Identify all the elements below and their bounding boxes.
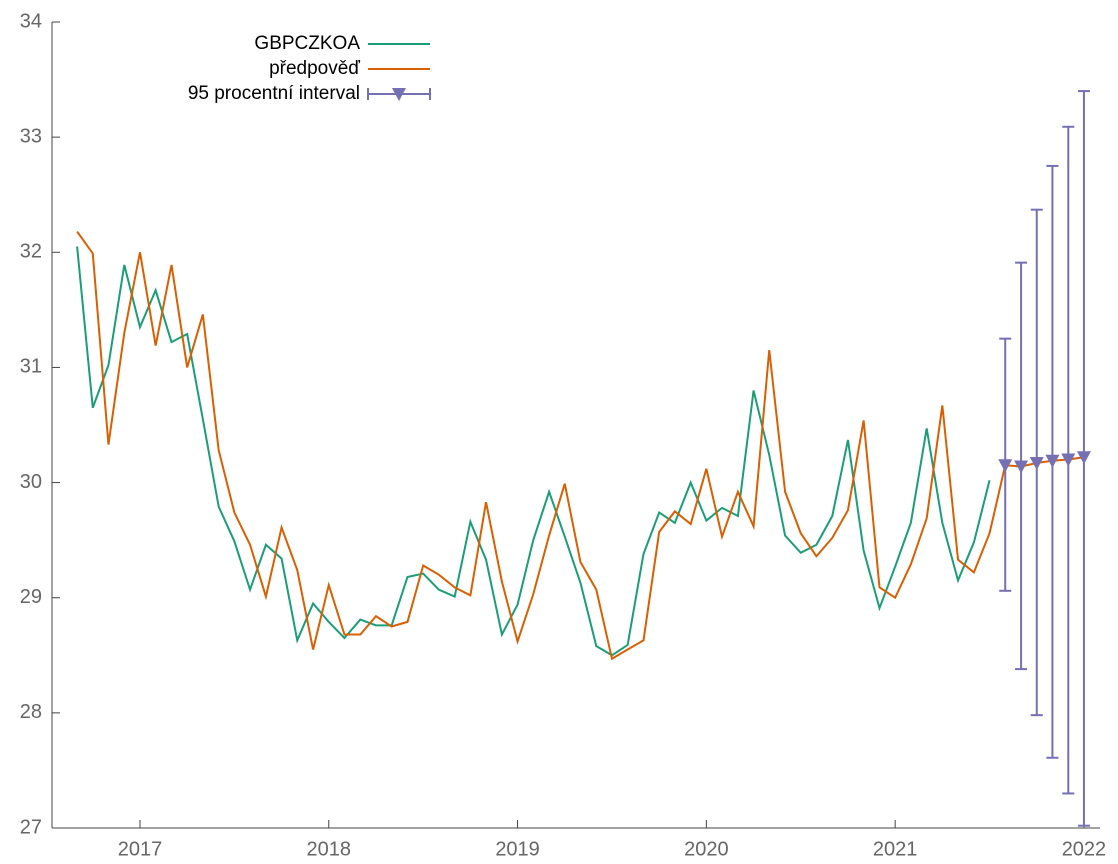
y-tick-label: 34 (20, 10, 42, 32)
interval-marker (1014, 460, 1029, 474)
x-tick-label: 2020 (684, 838, 729, 860)
x-tick-label: 2017 (118, 838, 163, 860)
y-tick-label: 28 (20, 701, 42, 723)
x-tick-label: 2022 (1062, 838, 1107, 860)
y-tick-label: 27 (20, 816, 42, 838)
y-tick-label: 29 (20, 586, 42, 608)
interval-marker (1045, 454, 1060, 468)
x-tick-label: 2021 (873, 838, 918, 860)
y-tick-label: 33 (20, 125, 42, 147)
x-tick-label: 2018 (307, 838, 352, 860)
y-tick-label: 32 (20, 241, 42, 263)
interval-marker (1061, 453, 1076, 467)
series-line (76, 230, 1085, 661)
interval-marker (1029, 456, 1044, 470)
legend-label: GBPCZKOA (254, 33, 360, 54)
y-tick-label: 30 (20, 471, 42, 493)
legend-label: předpověď (269, 58, 360, 79)
interval-marker (998, 459, 1013, 473)
y-tick-label: 31 (20, 356, 42, 378)
series-line (76, 246, 991, 657)
x-tick-label: 2019 (495, 838, 540, 860)
legend-swatch-marker (392, 88, 406, 101)
legend-label: 95 procentní interval (188, 83, 360, 104)
interval-marker (1076, 451, 1091, 465)
